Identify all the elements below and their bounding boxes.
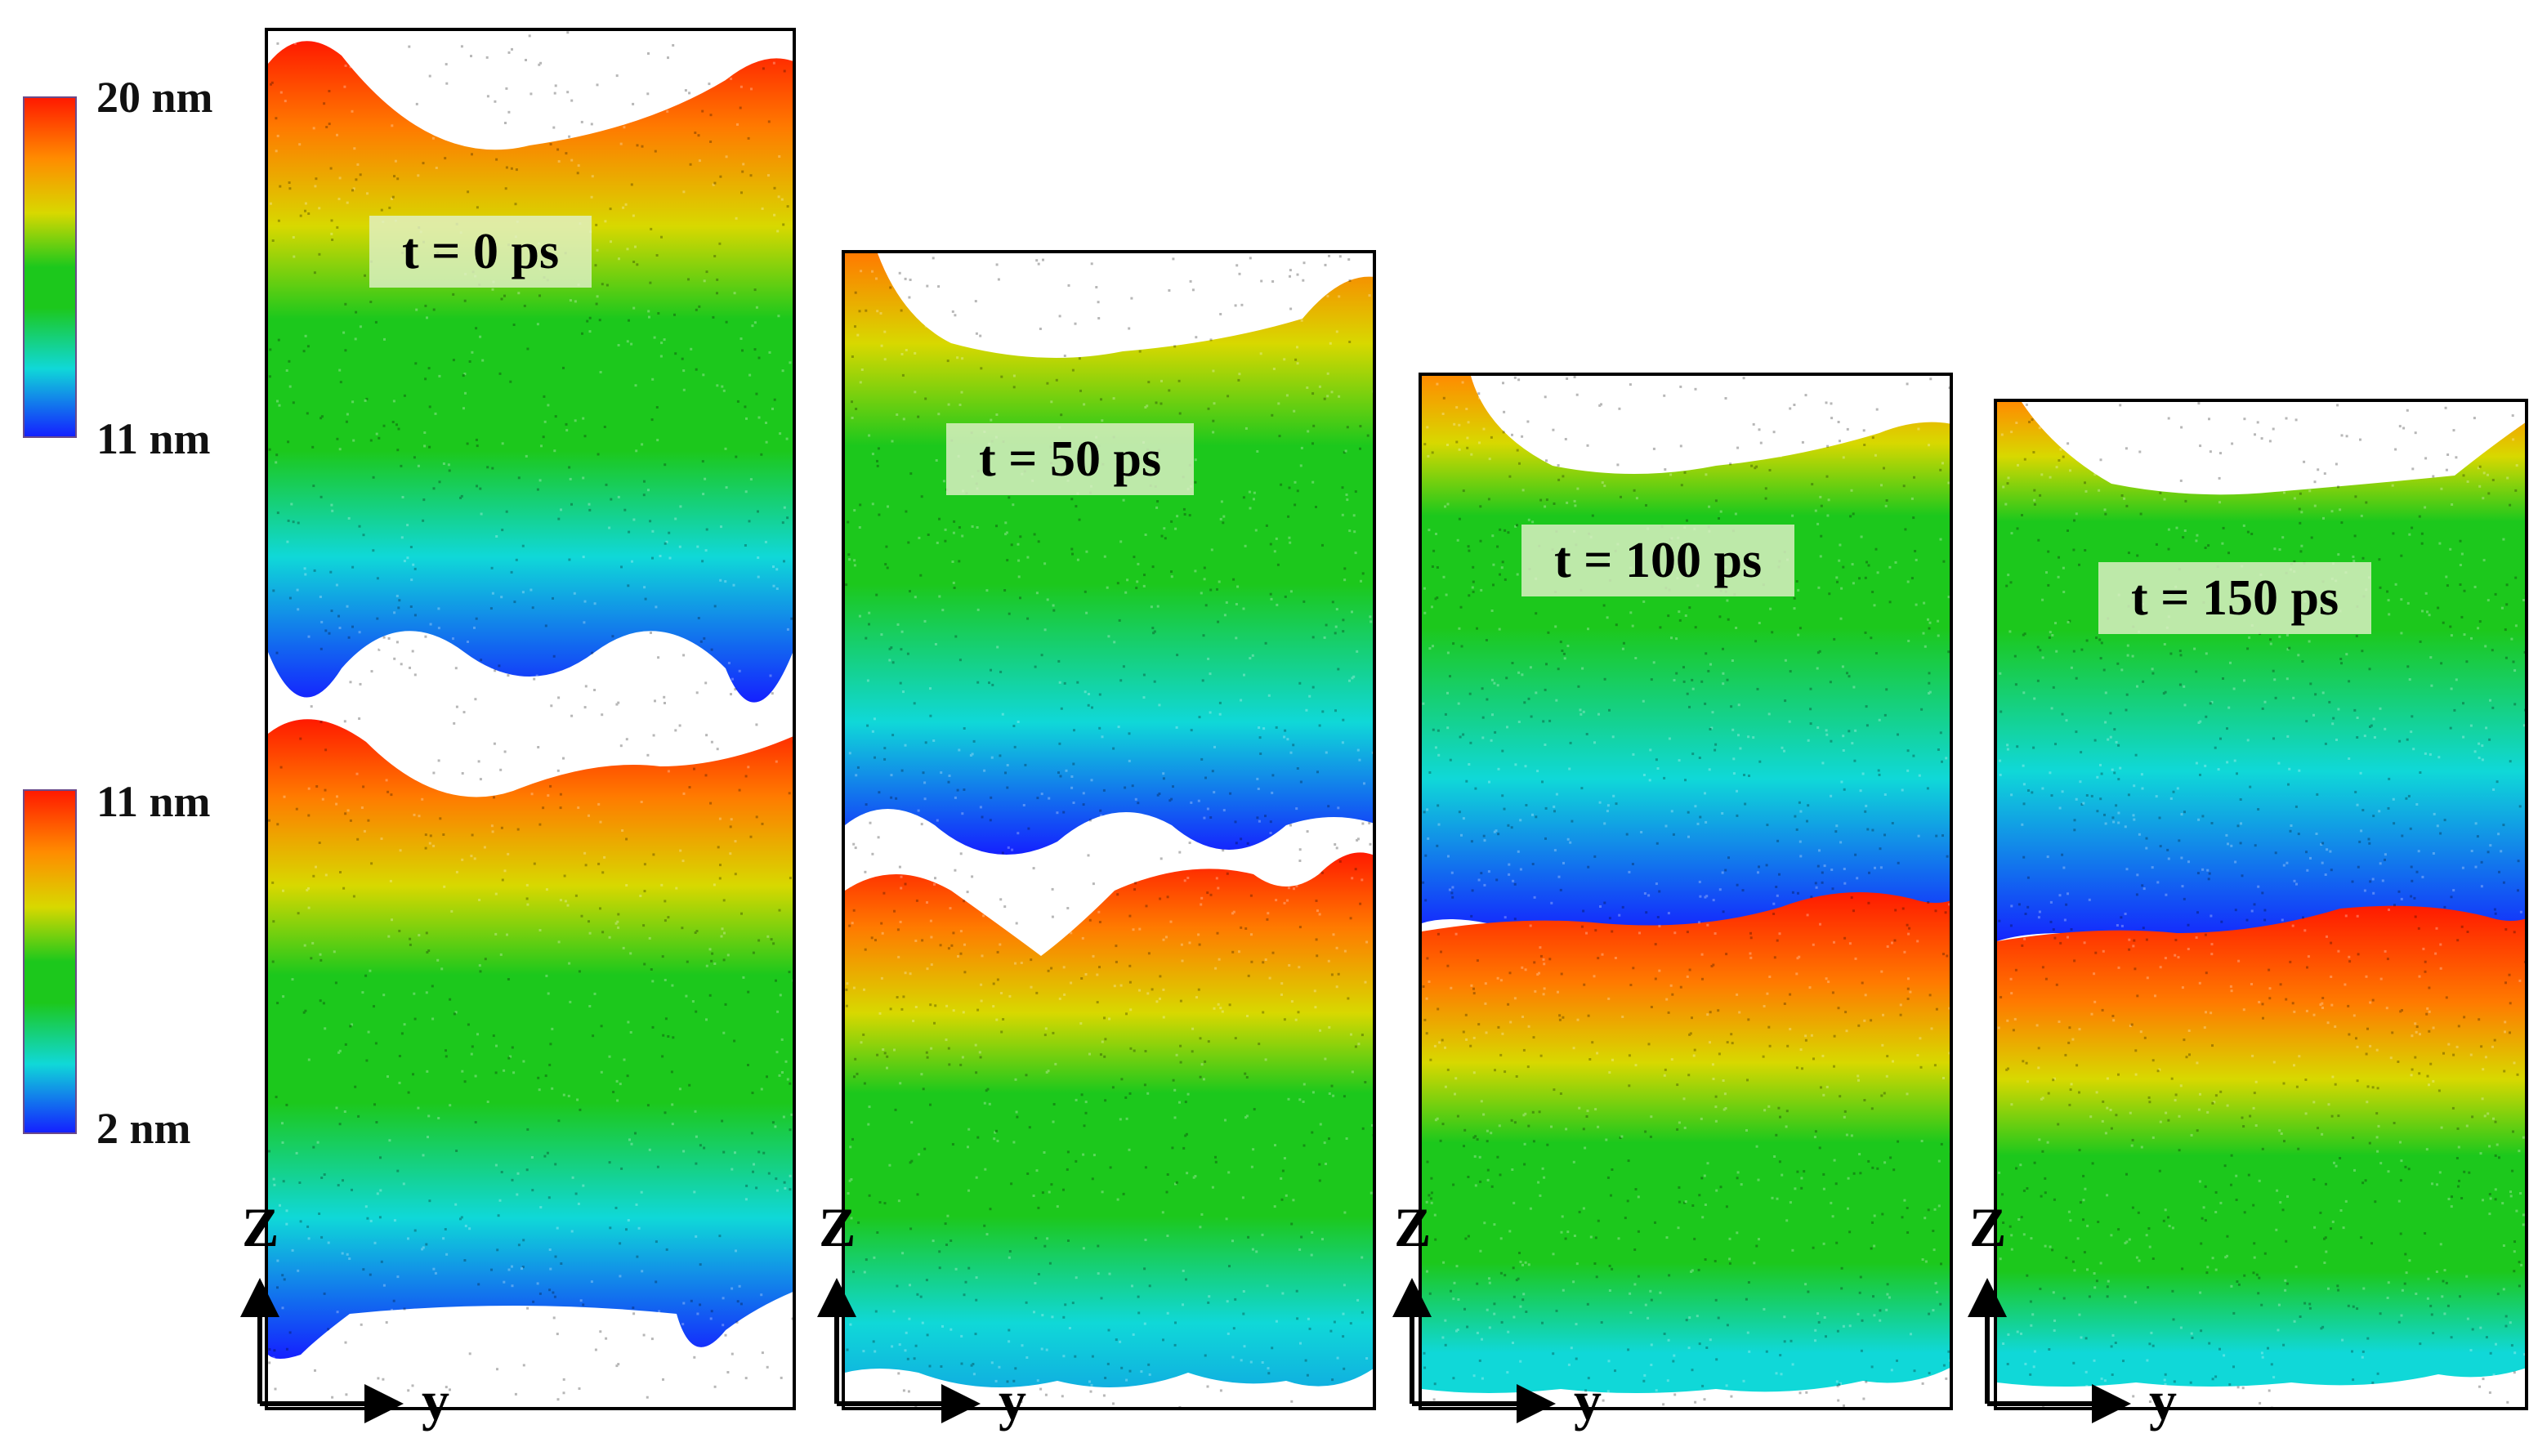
colorbar-bottom — [23, 789, 77, 1134]
time-label-t150: t = 150 ps — [2098, 562, 2372, 635]
time-label-t0: t = 0 ps — [369, 216, 592, 288]
colorbar-top — [23, 96, 77, 438]
time-label-t50: t = 50 ps — [946, 423, 1195, 496]
time-label-t100: t = 100 ps — [1521, 525, 1795, 597]
z-axis-label-2: Z — [819, 1196, 856, 1258]
particle-speckle — [845, 254, 1373, 1407]
y-axis-label-1: y — [422, 1369, 449, 1431]
simulation-panel-t50: t = 50 ps — [842, 250, 1376, 1410]
y-axis-label-2: y — [999, 1369, 1026, 1431]
colorbar-top-max-label: 20 nm — [96, 73, 213, 122]
simulation-panel-t150: t = 150 ps — [1994, 399, 2528, 1410]
colorbar-top-min-label: 11 nm — [96, 414, 211, 463]
z-axis-label-1: Z — [242, 1196, 279, 1258]
y-axis-label-4: y — [2149, 1369, 2177, 1431]
particle-speckle — [268, 31, 793, 1407]
colorbar-bottom-min-label: 2 nm — [96, 1104, 191, 1153]
simulation-panel-t100: t = 100 ps — [1419, 373, 1953, 1410]
simulation-panel-t0: t = 0 ps — [265, 28, 796, 1410]
particle-speckle — [1422, 376, 1950, 1407]
colorbar-bottom-max-label: 11 nm — [96, 777, 211, 826]
z-axis-label-3: Z — [1394, 1196, 1432, 1258]
particle-field-t150 — [1997, 402, 2525, 1407]
z-axis-label-4: Z — [1969, 1196, 2007, 1258]
y-axis-label-3: y — [1574, 1369, 1602, 1431]
